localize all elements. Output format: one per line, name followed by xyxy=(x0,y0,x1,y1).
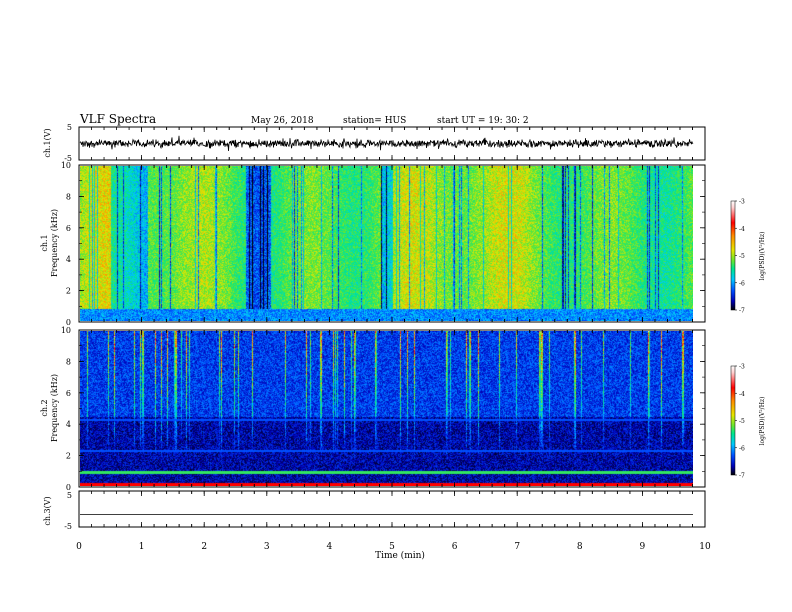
ch1-colorbar xyxy=(731,201,735,310)
x-tick-label: 4 xyxy=(327,542,333,552)
colorbar-tick-label: -5 xyxy=(739,253,745,260)
x-tick-label: 10 xyxy=(699,542,711,552)
x-tick-label: 2 xyxy=(201,542,207,552)
colorbar-tick-label: -3 xyxy=(739,199,745,206)
ch3-waveform-panel: 5 -5 ch.3(V) xyxy=(43,490,706,531)
y-tick-label: 4 xyxy=(66,420,71,429)
y-tick-label: 2 xyxy=(66,287,71,296)
colorbar-tick-label: -7 xyxy=(739,308,745,315)
ch2-spectrogram-ylabel-freq: Frequency (kHz) xyxy=(50,374,59,442)
x-axis-ticks: 0 1 2 3 4 5 6 7 8 9 10 xyxy=(76,127,711,552)
y-tick-label: 6 xyxy=(66,224,71,233)
colorbar-tick-label: -6 xyxy=(739,445,745,452)
ch3-waveform-frame xyxy=(78,490,706,528)
ch2-colorbar xyxy=(731,366,735,475)
colorbar-tick-label: -4 xyxy=(739,391,745,398)
x-tick-label: 5 xyxy=(389,542,395,552)
ch1-ylabel: ch.1(V) xyxy=(43,128,52,157)
x-tick-label: 0 xyxy=(76,542,82,552)
x-tick-label: 9 xyxy=(640,542,646,552)
y-tick-label: 2 xyxy=(66,452,71,461)
ch1-ytick-top: 5 xyxy=(67,123,72,132)
y-tick-label: 8 xyxy=(66,192,71,201)
colorbar-tick-label: -7 xyxy=(739,473,745,480)
y-tick-label: 6 xyxy=(66,389,71,398)
colorbar-tick-label: -5 xyxy=(739,418,745,425)
start-time-label: start UT = 19: 30: 2 xyxy=(437,116,529,126)
ch3-ylabel: ch.3(V) xyxy=(43,496,52,525)
y-tick-label: 10 xyxy=(61,161,71,170)
colorbar-tick-label: -3 xyxy=(739,364,745,371)
ch1-waveform-trace xyxy=(79,135,694,151)
ch1-spectrogram-ylabel-ch: ch.1 xyxy=(40,234,49,251)
ch3-ytick-top: 5 xyxy=(67,491,72,500)
colorbar-tick-label: -4 xyxy=(739,226,745,233)
ch2-colorbar-label: log(PSD)(V²/Hz) xyxy=(759,397,766,446)
y-tick-label: 10 xyxy=(61,326,71,335)
y-tick-label: 8 xyxy=(66,357,71,366)
y-tick-label: 0 xyxy=(66,483,71,492)
figure-title: VLF Spectra xyxy=(79,112,156,126)
ch2-spectrogram-ylabel-ch: ch.2 xyxy=(40,399,49,416)
ch1-spectrogram-image xyxy=(80,166,693,321)
y-tick-label: 0 xyxy=(66,318,71,327)
ch2-spectrogram-image xyxy=(80,331,693,486)
ch1-colorbar-label: log(PSD)(V²/Hz) xyxy=(759,232,766,281)
ch1-waveform-panel: 5 -5 ch.1(V) xyxy=(43,123,706,163)
ch3-ytick-bottom: -5 xyxy=(64,522,72,531)
x-tick-label: 6 xyxy=(452,542,458,552)
y-tick-label: 4 xyxy=(66,255,71,264)
ch1-ytick-bottom: -5 xyxy=(64,154,72,163)
x-tick-label: 7 xyxy=(514,542,520,552)
x-tick-label: 3 xyxy=(264,542,270,552)
x-tick-label: 1 xyxy=(139,542,145,552)
x-tick-label: 8 xyxy=(577,542,583,552)
date-label: May 26, 2018 xyxy=(251,116,314,126)
ch1-spectrogram-ylabel-freq: Frequency (kHz) xyxy=(50,209,59,277)
colorbar-tick-label: -6 xyxy=(739,280,745,287)
station-label: station= HUS xyxy=(343,116,406,126)
x-axis-label: Time (min) xyxy=(375,550,425,561)
